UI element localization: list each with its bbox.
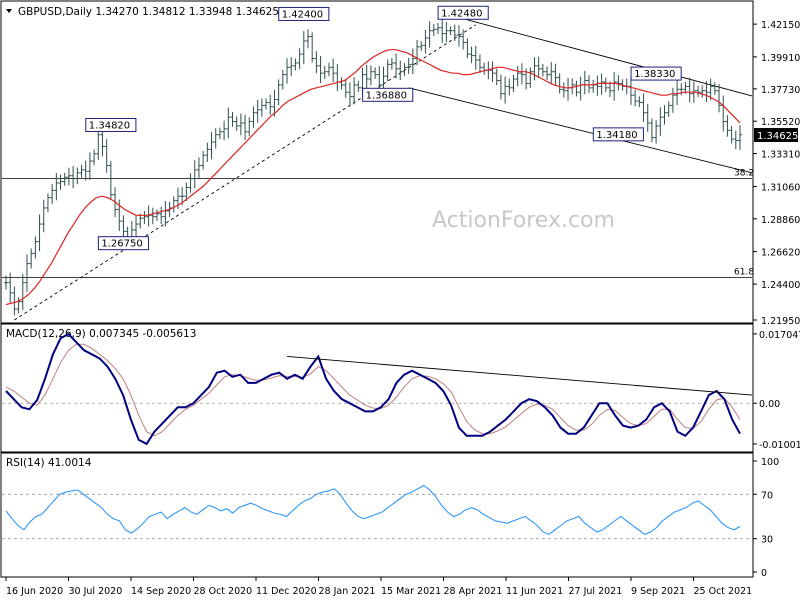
price-level-box <box>85 117 137 132</box>
x-axis-tick-label: 28 Apr 2021 <box>444 586 503 597</box>
price-level-box <box>278 6 330 21</box>
price-y-tick-label: 1.35520 <box>761 117 800 128</box>
macd-series <box>5 332 753 446</box>
price-level-label: 1.42480 <box>441 8 482 19</box>
current-price-box <box>754 128 798 142</box>
rsi-y-axis: 100 70 30 0 <box>2 457 779 579</box>
rsi-series <box>5 484 741 535</box>
price-level-box <box>437 5 489 20</box>
price-labels: 1.42400 1.42480 1.34820 1.36880 1.38330 1.341… <box>85 5 682 251</box>
price-level-box <box>362 87 414 102</box>
moving-average-line <box>5 49 741 306</box>
price-y-tick-label: 1.28860 <box>761 215 800 226</box>
rsi-line <box>5 484 741 535</box>
price-level-box <box>630 66 682 81</box>
channel-upper-line <box>463 18 753 97</box>
watermark: ActionForex.com <box>432 208 615 233</box>
x-axis-tick-label: 14 Sep 2020 <box>131 586 191 597</box>
macd-panel: MACD(12,26,9) 0.007345 -0.005613 0.01704… <box>0 323 800 453</box>
macd-main-line <box>5 332 741 446</box>
rsi-label: RSI(14) 41.0014 <box>6 457 92 469</box>
price-level-label: 1.26750 <box>101 239 142 250</box>
price-level-label: 1.42400 <box>282 9 323 20</box>
rsi-y-tick-label: 100 <box>761 457 779 468</box>
price-level-label: 1.34180 <box>596 130 637 141</box>
x-axis-tick-label: 28 Jan 2021 <box>319 586 376 597</box>
channel-lower-line <box>408 87 753 174</box>
rsi-y-tick-label: 0 <box>761 568 767 579</box>
x-axis: 16 Jun 2020 30 Jul 2020 14 Sep 2020 28 Oct … <box>1 576 753 597</box>
macd-y-tick-label: -0.010013 <box>759 440 800 451</box>
price-y-tick-label: 1.42150 <box>761 20 800 31</box>
macd-trendline <box>286 355 753 396</box>
macd-panel-frame <box>0 323 754 453</box>
current-price-label: 1.34625 <box>757 131 798 142</box>
current-price-tag: 1.34625 <box>754 128 798 142</box>
price-level-label: 1.38330 <box>634 69 675 80</box>
price-y-axis: 1.42150 1.39910 1.37730 1.35520 1.33310 1.310… <box>753 20 800 327</box>
price-panel-frame <box>0 0 754 324</box>
macd-y-tick-label: 0.017047 <box>759 330 800 341</box>
fib-level-label: 61.8 <box>734 268 754 278</box>
rsi-y-tick-label: 70 <box>761 490 773 501</box>
fib-level-label: 38.2 <box>734 169 754 179</box>
fib-levels: 38.2 61.8 <box>2 169 754 278</box>
x-axis-tick-label: 16 Jun 2020 <box>6 586 63 597</box>
price-y-tick-label: 1.33310 <box>761 150 800 161</box>
x-axis-tick-label: 9 Sep 2021 <box>631 586 685 597</box>
price-trendlines <box>14 18 753 321</box>
x-axis-tick-label: 25 Oct 2021 <box>694 586 753 597</box>
x-axis-tick-label: 15 Mar 2021 <box>381 586 441 597</box>
chart-title: GBPUSD,Daily 1.34270 1.34812 1.33948 1.3… <box>18 6 279 18</box>
x-axis-tick-label: 30 Jul 2020 <box>69 586 123 597</box>
x-axis-tick-label: 27 Jul 2021 <box>569 586 623 597</box>
price-level-label: 1.36880 <box>366 90 407 101</box>
price-panel: GBPUSD,Daily 1.34270 1.34812 1.33948 1.3… <box>0 0 800 327</box>
rsi-y-tick-label: 30 <box>761 535 773 546</box>
price-level-box <box>592 127 644 142</box>
price-level-label: 1.34820 <box>89 120 130 131</box>
macd-y-axis: 0.017047 0.00 -0.010013 <box>2 330 800 451</box>
x-axis-tick-label: 28 Oct 2020 <box>194 586 253 597</box>
title-dropdown-icon <box>6 9 12 13</box>
price-y-tick-label: 1.39910 <box>761 53 800 64</box>
x-axis-tick-label: 11 Dec 2020 <box>256 586 317 597</box>
price-y-tick-label: 1.31060 <box>761 183 800 194</box>
price-level-box <box>97 236 149 251</box>
macd-label: MACD(12,26,9) 0.007345 -0.005613 <box>6 328 196 340</box>
x-axis-tick-label: 11 Jun 2021 <box>506 586 563 597</box>
price-y-tick-label: 1.37730 <box>761 85 800 96</box>
support-trendline <box>14 24 477 321</box>
price-y-tick-label: 1.21950 <box>761 316 800 327</box>
price-y-tick-label: 1.24400 <box>761 280 800 291</box>
macd-signal-line <box>5 343 741 437</box>
price-y-tick-label: 1.26620 <box>761 248 800 259</box>
macd-y-tick-label: 0.00 <box>759 399 780 410</box>
